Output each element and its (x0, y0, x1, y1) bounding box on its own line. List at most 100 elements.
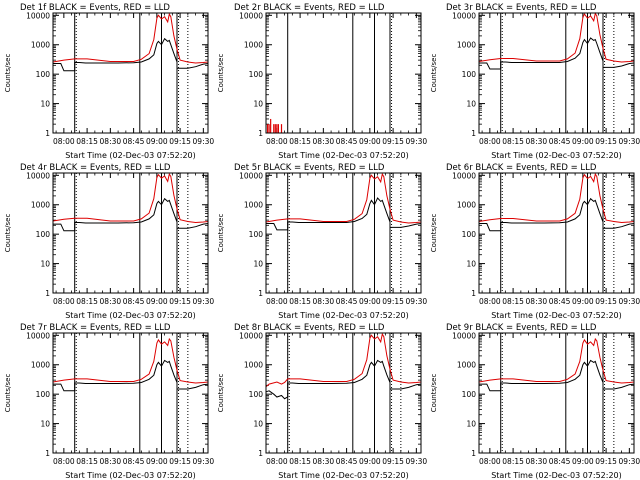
y-tick-label: 100 (462, 230, 477, 239)
chart-title: Det 5r BLACK = Events, RED = LLD (234, 163, 385, 173)
x-tick-label: 09:30 (406, 457, 428, 466)
chart-title: Det 2r BLACK = Events, RED = LLD (234, 3, 385, 13)
plot-frame (265, 12, 422, 134)
y-tick-label: 1 (45, 289, 50, 298)
x-tick-label: 08:30 (526, 137, 548, 146)
chart-panel-8: Det 8r BLACK = Events, RED = LLD Counts/s… (217, 323, 427, 480)
chart-title: Det 9r BLACK = Events, RED = LLD (446, 323, 597, 333)
chart-title: Det 1f BLACK = Events, RED = LLD (20, 3, 170, 13)
y-tick-label: 10 (466, 420, 476, 429)
x-tick-label: 09:30 (619, 137, 640, 146)
chart-title: Det 8r BLACK = Events, RED = LLD (234, 323, 385, 333)
x-axis-label: Start Time (02-Dec-03 07:52:20) (278, 311, 409, 320)
x-tick-label: 09:00 (359, 457, 381, 466)
x-tick-label: 09:30 (193, 297, 215, 306)
x-axis-label: Start Time (02-Dec-03 07:52:20) (65, 471, 196, 480)
x-tick-label: 09:15 (382, 137, 404, 146)
y-axis-label: Counts/sec (217, 374, 225, 413)
plot-frame (52, 332, 209, 454)
chart-panel-4: Det 4r BLACK = Events, RED = LLD Counts/s… (4, 163, 214, 320)
x-tick-label: 09:30 (193, 137, 215, 146)
y-axis-label: Counts/sec (4, 214, 12, 253)
x-tick-label: 09:30 (406, 137, 428, 146)
plot-frame (478, 332, 635, 454)
x-tick-label: 08:00 (479, 457, 501, 466)
x-tick-label: 08:15 (289, 297, 311, 306)
y-tick-label: 10000 (26, 171, 50, 180)
series-line-events (266, 197, 422, 231)
x-tick-label: 08:30 (526, 297, 548, 306)
y-tick-label: 1 (45, 449, 50, 458)
y-tick-label: 100 (249, 390, 264, 399)
x-tick-label: 08:30 (313, 137, 335, 146)
chart-panel-5: Det 5r BLACK = Events, RED = LLD Counts/s… (217, 163, 427, 320)
x-axis-label: Start Time (02-Dec-03 07:52:20) (491, 471, 622, 480)
y-tick-label: 100 (36, 390, 51, 399)
series-line-lld (265, 332, 422, 388)
y-tick-label: 100 (462, 70, 477, 79)
x-tick-label: 09:15 (595, 297, 617, 306)
x-tick-label: 08:15 (76, 457, 98, 466)
y-tick-label: 1 (258, 129, 263, 138)
y-tick-label: 10 (466, 260, 476, 269)
x-tick-label: 09:00 (572, 137, 594, 146)
series-line-events (479, 37, 635, 70)
x-tick-label: 08:00 (53, 297, 75, 306)
y-tick-label: 10000 (452, 331, 476, 340)
plot-frame (265, 332, 422, 454)
x-tick-label: 08:00 (53, 137, 75, 146)
y-tick-label: 1000 (244, 41, 263, 50)
y-axis-label: Counts/sec (430, 214, 438, 253)
chart-panel-1: Det 1f BLACK = Events, RED = LLD Counts/s… (4, 3, 214, 160)
series-line-events (265, 359, 422, 400)
chart-panel-6: Det 6r BLACK = Events, RED = LLD Counts/s… (430, 163, 640, 320)
x-tick-label: 08:00 (266, 457, 288, 466)
x-tick-label: 08:00 (479, 137, 501, 146)
x-tick-label: 08:15 (289, 457, 311, 466)
y-tick-label: 10 (40, 260, 50, 269)
chart-title: Det 6r BLACK = Events, RED = LLD (446, 163, 597, 173)
y-tick-label: 100 (36, 230, 51, 239)
x-tick-label: 08:30 (313, 297, 335, 306)
y-tick-label: 1000 (457, 41, 476, 50)
x-axis-label: Start Time (02-Dec-03 07:52:20) (278, 151, 409, 160)
x-tick-label: 09:15 (595, 137, 617, 146)
plot-frame (478, 12, 635, 134)
series-line-events (479, 197, 635, 232)
y-tick-label: 10 (253, 420, 263, 429)
y-axis-label: Counts/sec (4, 374, 12, 413)
x-tick-label: 08:45 (123, 457, 145, 466)
series-line-lld (265, 172, 422, 224)
y-tick-label: 10000 (452, 11, 476, 20)
x-tick-label: 09:15 (595, 457, 617, 466)
series-line-events (53, 37, 209, 72)
x-tick-label: 08:30 (100, 297, 122, 306)
y-tick-label: 1 (45, 129, 50, 138)
x-tick-label: 08:30 (100, 137, 122, 146)
x-tick-label: 09:30 (406, 297, 428, 306)
y-axis-label: Counts/sec (430, 374, 438, 413)
y-tick-label: 1 (258, 289, 263, 298)
y-tick-label: 10000 (239, 11, 263, 20)
y-tick-label: 10 (466, 100, 476, 109)
x-tick-label: 08:30 (313, 457, 335, 466)
x-tick-label: 09:00 (359, 137, 381, 146)
y-axis-label: Counts/sec (217, 54, 225, 93)
y-tick-label: 10000 (239, 331, 263, 340)
y-tick-label: 1000 (31, 361, 50, 370)
series-line-lld (478, 12, 635, 63)
plot-frame (265, 172, 422, 294)
y-axis-label: Counts/sec (430, 54, 438, 93)
x-tick-label: 08:00 (266, 137, 288, 146)
x-tick-label: 08:00 (266, 297, 288, 306)
y-tick-label: 1000 (457, 201, 476, 210)
x-tick-label: 09:00 (572, 457, 594, 466)
x-tick-label: 08:30 (100, 457, 122, 466)
x-tick-label: 08:45 (123, 297, 145, 306)
y-tick-label: 1000 (31, 41, 50, 50)
y-tick-label: 1000 (457, 361, 476, 370)
y-tick-label: 10000 (26, 331, 50, 340)
chart-title: Det 4r BLACK = Events, RED = LLD (20, 163, 171, 173)
x-tick-label: 09:00 (146, 297, 168, 306)
